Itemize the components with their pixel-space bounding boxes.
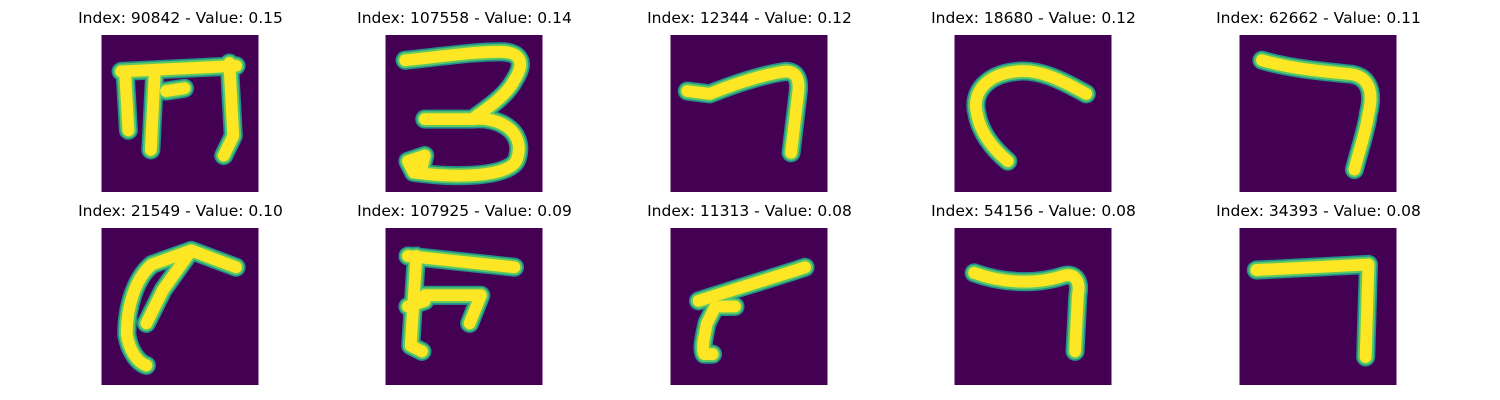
panel-title: Index: 18680 - Value: 0.12 bbox=[891, 11, 1176, 27]
panel-10: Index: 34393 - Value: 0.08 bbox=[1176, 193, 1461, 383]
panel-title: Index: 54156 - Value: 0.08 bbox=[891, 204, 1176, 220]
glyph-image bbox=[101, 228, 259, 385]
glyph-image bbox=[101, 35, 259, 192]
glyph-image bbox=[670, 35, 828, 192]
panel-9: Index: 54156 - Value: 0.08 bbox=[891, 193, 1176, 383]
panel-7: Index: 107925 - Value: 0.09 bbox=[322, 193, 607, 383]
panel-title: Index: 34393 - Value: 0.08 bbox=[1176, 204, 1461, 220]
panel-title: Index: 12344 - Value: 0.12 bbox=[607, 11, 892, 27]
panel-title: Index: 62662 - Value: 0.11 bbox=[1176, 11, 1461, 27]
panel-title: Index: 107925 - Value: 0.09 bbox=[322, 204, 607, 220]
glyph-image bbox=[1239, 228, 1397, 385]
panel-5: Index: 62662 - Value: 0.11 bbox=[1176, 0, 1461, 190]
panel-title: Index: 11313 - Value: 0.08 bbox=[607, 204, 892, 220]
glyph-image bbox=[385, 228, 543, 385]
panel-title: Index: 107558 - Value: 0.14 bbox=[322, 11, 607, 27]
panel-1: Index: 90842 - Value: 0.15 bbox=[38, 0, 323, 190]
glyph-image bbox=[954, 35, 1112, 192]
panel-title: Index: 21549 - Value: 0.10 bbox=[38, 204, 323, 220]
panel-6: Index: 21549 - Value: 0.10 bbox=[38, 193, 323, 383]
glyph-image bbox=[670, 228, 828, 385]
panel-2: Index: 107558 - Value: 0.14 bbox=[322, 0, 607, 190]
panel-4: Index: 18680 - Value: 0.12 bbox=[891, 0, 1176, 190]
glyph-image bbox=[1239, 35, 1397, 192]
panel-3: Index: 12344 - Value: 0.12 bbox=[607, 0, 892, 190]
panel-title: Index: 90842 - Value: 0.15 bbox=[38, 11, 323, 27]
glyph-image bbox=[385, 35, 543, 192]
glyph-image bbox=[954, 228, 1112, 385]
panel-8: Index: 11313 - Value: 0.08 bbox=[607, 193, 892, 383]
